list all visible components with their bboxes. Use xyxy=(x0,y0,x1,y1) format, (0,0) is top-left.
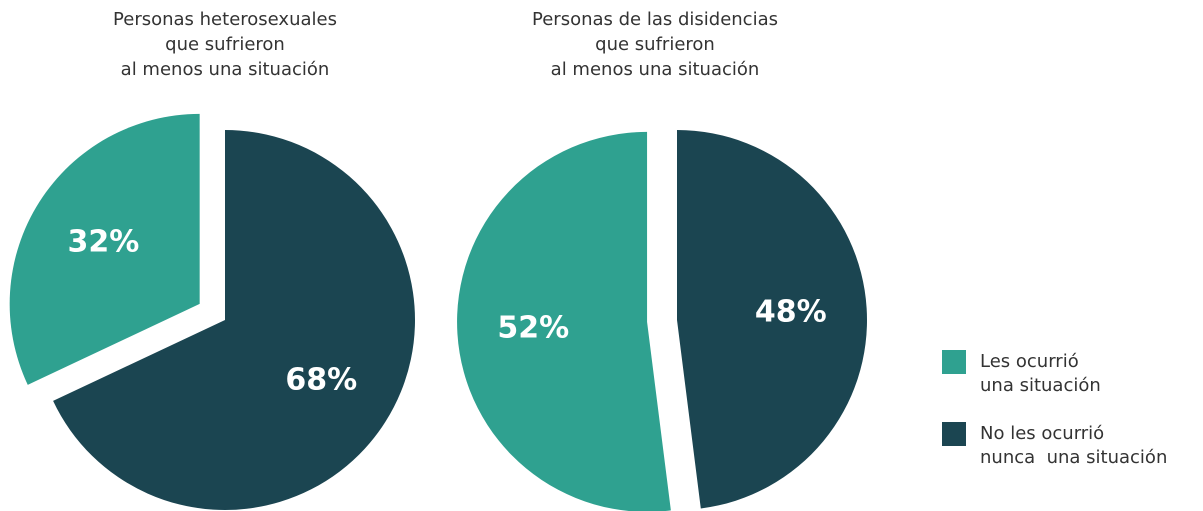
chart-title: Personas de las disidencias xyxy=(532,9,778,30)
value-label: 48% xyxy=(755,294,827,329)
pie-slice xyxy=(457,131,671,511)
chart-title: que sufrieron xyxy=(165,34,285,55)
chart-title: Personas heterosexuales xyxy=(113,9,337,30)
legend-swatch xyxy=(942,422,966,446)
legend-swatch xyxy=(942,350,966,374)
value-label: 32% xyxy=(68,224,140,259)
legend-label: Les ocurrió xyxy=(980,351,1079,372)
value-label: 68% xyxy=(285,363,357,398)
value-label: 52% xyxy=(497,311,569,346)
legend-label: No les ocurrió xyxy=(980,423,1104,444)
legend-label: nunca una situación xyxy=(980,447,1167,468)
pie-slice xyxy=(53,130,416,510)
legend-label: una situación xyxy=(980,375,1101,396)
pie-slice xyxy=(677,130,868,509)
chart-title: que sufrieron xyxy=(595,34,715,55)
pie-slice xyxy=(9,113,200,385)
chart-title: al menos una situación xyxy=(121,59,330,80)
chart-title: al menos una situación xyxy=(551,59,760,80)
